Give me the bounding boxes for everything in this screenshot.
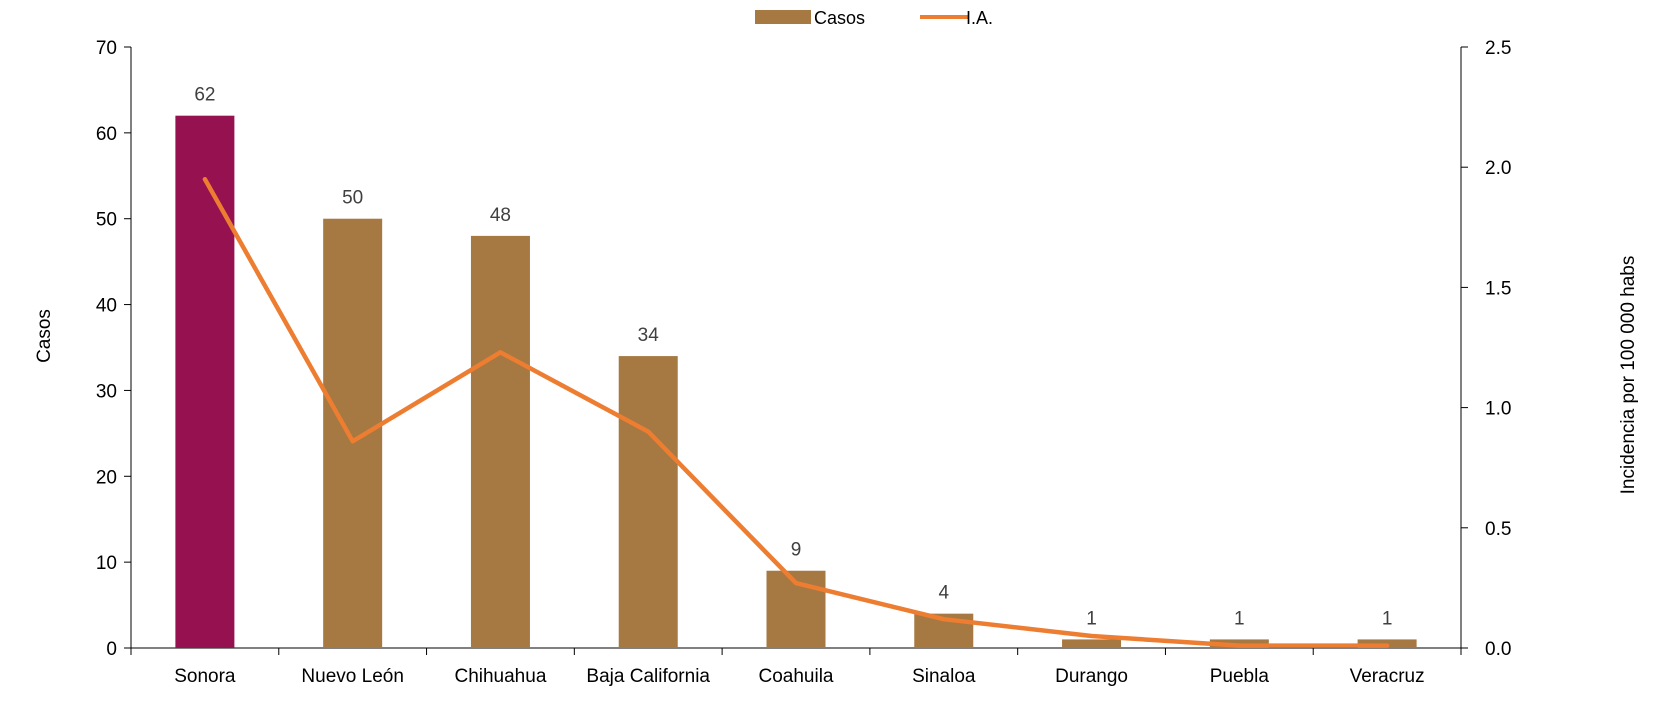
data-label: 1 [1234,608,1245,629]
legend-swatch-casos [755,10,811,24]
y-tick-label: 10 [96,553,117,574]
y2-tick-label: 1.0 [1485,399,1511,420]
y-tick-label: 40 [96,296,117,317]
y-tick-label: 20 [96,467,117,488]
y2-axis-title: Incidencia por 100 000 habs [1618,256,1639,495]
legend-label-ia: I.A. [966,8,993,28]
x-tick-label: Chihuahua [454,666,546,687]
bar-6 [1062,639,1122,648]
y2-tick-label: 1.5 [1485,278,1511,299]
bar-1 [323,218,383,648]
axes: 0 10 20 30 40 50 60 70 0.0 0.5 1.0 1.5 2.0 2.5 Sonora N… [96,38,1512,687]
data-label: 4 [938,583,949,604]
legend-label-casos: Casos [814,8,865,28]
x-tick-label: Sonora [174,666,236,687]
y-tick-label: 30 [96,381,117,402]
bar-0 [175,115,235,648]
x-tick-label: Sinaloa [912,666,976,687]
labels: 62 50 48 34 9 4 1 1 1 [194,85,1392,630]
data-label: 48 [490,205,511,226]
x-tick-label: Coahuila [759,666,834,687]
data-label: 34 [638,325,660,346]
data-label: 50 [342,188,363,209]
data-label: 1 [1382,608,1393,629]
y2-tick-label: 0.5 [1485,519,1511,540]
y-tick-label: 0 [106,639,117,660]
y-tick-label: 50 [96,210,117,231]
y2-tick-label: 2.5 [1485,38,1511,59]
y-tick-label: 60 [96,124,117,145]
x-tick-label: Veracruz [1350,666,1425,687]
bar-2 [470,235,530,648]
y-tick-label: 70 [96,38,117,59]
legend: Casos I.A. [755,8,993,28]
y2-tick-label: 2.0 [1485,158,1511,179]
y-axis-title: Casos [34,309,55,363]
bar-3 [618,356,678,648]
line-series [202,176,1390,648]
x-tick-label: Puebla [1210,666,1270,687]
x-tick-label: Baja California [586,666,710,687]
data-label: 9 [791,540,802,561]
x-tick-label: Nuevo León [301,666,403,687]
data-label: 1 [1086,608,1097,629]
y2-tick-label: 0.0 [1485,639,1511,660]
data-label: 62 [194,85,215,106]
x-tick-label: Durango [1055,666,1128,687]
